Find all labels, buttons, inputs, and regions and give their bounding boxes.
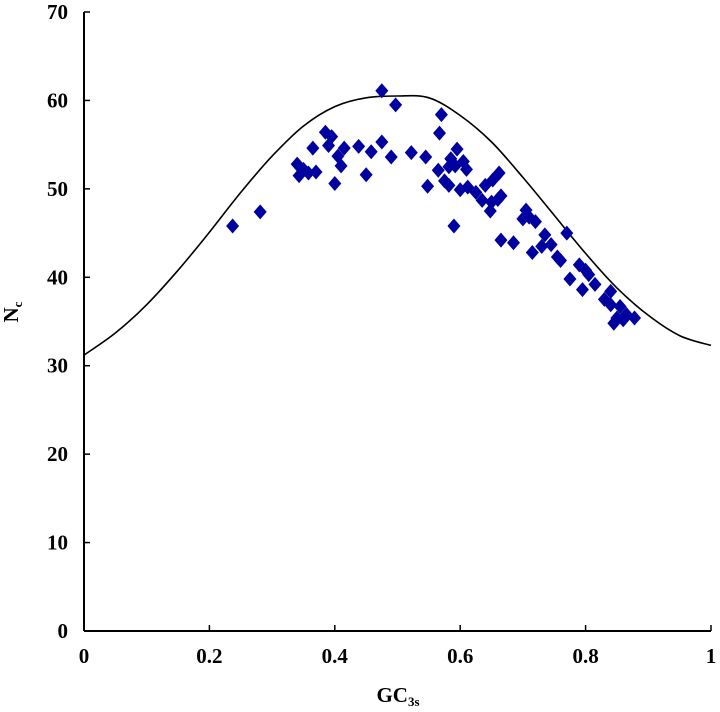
data-point <box>544 237 558 253</box>
data-point <box>563 271 577 287</box>
y-tick-label: 60 <box>47 88 68 112</box>
data-point <box>554 252 568 268</box>
y-ticks: 0 10 20 30 40 50 60 70 <box>47 0 90 643</box>
data-point <box>494 188 508 204</box>
data-point <box>322 138 336 154</box>
data-point <box>359 167 373 183</box>
data-point <box>628 310 642 326</box>
data-point <box>301 165 315 181</box>
x-tick-label: 0.6 <box>447 644 473 668</box>
data-point <box>253 204 267 220</box>
data-point <box>613 298 627 314</box>
data-point <box>306 140 320 156</box>
x-tick-label: 0 <box>79 644 90 668</box>
data-point <box>442 177 456 193</box>
data-point <box>419 149 433 165</box>
data-point <box>433 125 447 141</box>
data-point <box>494 232 508 248</box>
data-point <box>434 107 448 123</box>
data-point <box>538 227 552 243</box>
data-point <box>575 282 589 298</box>
y-tick-label: 0 <box>58 619 69 643</box>
y-tick-label: 40 <box>47 265 68 289</box>
data-point <box>535 238 549 254</box>
y-axis-title: Nc <box>0 301 25 322</box>
y-tick-label: 10 <box>47 531 68 555</box>
data-point <box>604 283 618 299</box>
data-point <box>309 164 323 180</box>
data-point <box>582 267 596 283</box>
x-tick-label: 0.4 <box>322 644 349 668</box>
data-point <box>528 214 542 230</box>
data-point <box>525 245 539 261</box>
y-tick-label: 50 <box>47 177 68 201</box>
data-point <box>404 145 418 161</box>
data-point <box>375 83 389 99</box>
data-point <box>328 176 342 192</box>
data-point <box>352 138 366 154</box>
data-point <box>492 165 506 181</box>
data-point <box>431 162 445 178</box>
data-point <box>421 178 435 194</box>
x-axis-title: GC3s <box>376 683 419 709</box>
y-tick-label: 20 <box>47 442 68 466</box>
x-tick-label: 0.8 <box>572 644 598 668</box>
x-tick-label: 0.2 <box>196 644 222 668</box>
data-point <box>226 218 240 234</box>
points-layer <box>226 83 642 331</box>
x-tick-label: 1 <box>706 644 717 668</box>
data-point <box>450 141 464 157</box>
data-point <box>588 276 602 292</box>
curve-layer <box>83 94 712 356</box>
data-point <box>459 161 473 177</box>
data-point <box>375 134 389 150</box>
y-tick-label: 30 <box>47 354 68 378</box>
data-point <box>364 144 378 160</box>
data-point <box>389 97 403 113</box>
data-point <box>447 218 461 234</box>
x-ticks: 0 0.2 0.4 0.6 0.8 1 <box>79 625 717 668</box>
plot-frame <box>83 12 711 632</box>
data-point <box>334 158 348 174</box>
model-curve <box>83 94 712 356</box>
data-point <box>506 235 520 251</box>
data-point <box>469 184 483 200</box>
data-point <box>475 192 489 208</box>
data-point <box>604 297 618 313</box>
data-point <box>560 225 574 241</box>
data-point <box>337 140 351 156</box>
y-tick-label: 70 <box>47 0 68 24</box>
data-point <box>384 149 398 165</box>
